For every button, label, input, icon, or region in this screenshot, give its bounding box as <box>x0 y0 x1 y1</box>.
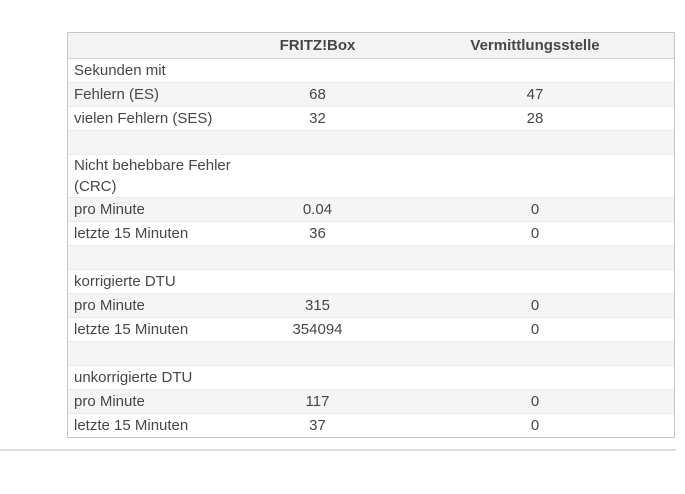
value-fritzbox <box>239 342 396 366</box>
row-label: pro Minute <box>68 198 239 222</box>
value-fritzbox: 37 <box>309 417 326 434</box>
value-fritzbox: 68 <box>239 83 396 107</box>
value-vermittlungsstelle: 47 <box>396 83 674 107</box>
value-fritzbox <box>239 246 396 270</box>
column-header-vermittlungsstelle: Vermittlungsstelle <box>396 33 674 59</box>
table-header-row: FRITZ!Box Vermittlungsstelle <box>68 33 674 59</box>
section-row-sekunden-mit: Sekunden mit <box>68 59 674 83</box>
row-label: vielen Fehlern (SES) <box>68 107 239 131</box>
row-label <box>68 342 239 366</box>
value-fritzbox <box>239 366 396 390</box>
row-label: Sekunden mit <box>68 59 239 83</box>
value-vermittlungsstelle <box>396 342 674 366</box>
row-label: letzte 15 Minuten <box>74 417 189 434</box>
value-vermittlungsstelle: 28 <box>396 107 674 131</box>
value-vermittlungsstelle <box>396 270 674 294</box>
value-vermittlungsstelle: 0 <box>396 294 674 318</box>
value-fritzbox <box>239 131 396 155</box>
data-row-fehlern-es: Fehlern (ES) 68 47 <box>68 83 674 107</box>
row-label: pro Minute <box>68 294 239 318</box>
value-fritzbox <box>239 270 396 294</box>
value-fritzbox: 0.04 <box>239 198 396 222</box>
value-fritzbox: 32 <box>239 107 396 131</box>
value-vermittlungsstelle: 0 <box>396 390 674 414</box>
data-row-unkorrigierte-pro-minute: pro Minute 117 0 <box>68 390 674 414</box>
spacer-row <box>68 342 674 366</box>
value-fritzbox <box>239 59 396 83</box>
row-label: korrigierte DTU <box>68 270 239 294</box>
value-fritzbox: 315 <box>239 294 396 318</box>
section-row-korrigierte-dtu: korrigierte DTU <box>68 270 674 294</box>
value-vermittlungsstelle <box>396 155 674 198</box>
column-header-fritzbox: FRITZ!Box <box>239 33 396 59</box>
value-fritzbox: 36 <box>239 222 396 246</box>
row-label <box>68 246 239 270</box>
data-row-crc-letzte-15: letzte 15 Minuten 36 0 <box>68 222 674 246</box>
value-vermittlungsstelle <box>396 131 674 155</box>
value-vermittlungsstelle <box>396 366 674 390</box>
value-fritzbox: 354094 <box>239 318 396 342</box>
value-vermittlungsstelle <box>396 246 674 270</box>
spacer-row <box>68 131 674 155</box>
data-row-unkorrigierte-letzte-15: letzte 15 Minuten 37 0 <box>68 414 674 437</box>
data-row-korrigierte-letzte-15: letzte 15 Minuten 354094 0 <box>68 318 674 342</box>
data-row-vielen-fehlern-ses: vielen Fehlern (SES) 32 28 <box>68 107 674 131</box>
spacer-row <box>68 246 674 270</box>
row-label: unkorrigierte DTU <box>68 366 239 390</box>
value-fritzbox <box>239 155 396 198</box>
data-row-korrigierte-pro-minute: pro Minute 315 0 <box>68 294 674 318</box>
value-vermittlungsstelle: 0 <box>396 318 674 342</box>
row-label: Fehlern (ES) <box>68 83 239 107</box>
row-label: pro Minute <box>68 390 239 414</box>
section-row-crc: Nicht behebbare Fehler (CRC) <box>68 155 674 198</box>
dsl-statistics-panel: FRITZ!Box Vermittlungsstelle Sekunden mi… <box>67 32 675 438</box>
value-vermittlungsstelle: 0 <box>530 417 540 434</box>
value-vermittlungsstelle: 0 <box>396 198 674 222</box>
section-row-unkorrigierte-dtu: unkorrigierte DTU <box>68 366 674 390</box>
value-vermittlungsstelle: 0 <box>396 222 674 246</box>
row-label: letzte 15 Minuten <box>68 222 239 246</box>
row-label: letzte 15 Minuten <box>68 318 239 342</box>
dsl-statistics-table: FRITZ!Box Vermittlungsstelle Sekunden mi… <box>68 33 674 437</box>
data-row-crc-pro-minute: pro Minute 0.04 0 <box>68 198 674 222</box>
row-label: Nicht behebbare Fehler (CRC) <box>68 155 239 198</box>
value-fritzbox: 117 <box>239 390 396 414</box>
bottom-divider <box>0 449 676 451</box>
column-header-empty <box>68 33 239 59</box>
value-vermittlungsstelle <box>396 59 674 83</box>
row-label <box>68 131 239 155</box>
